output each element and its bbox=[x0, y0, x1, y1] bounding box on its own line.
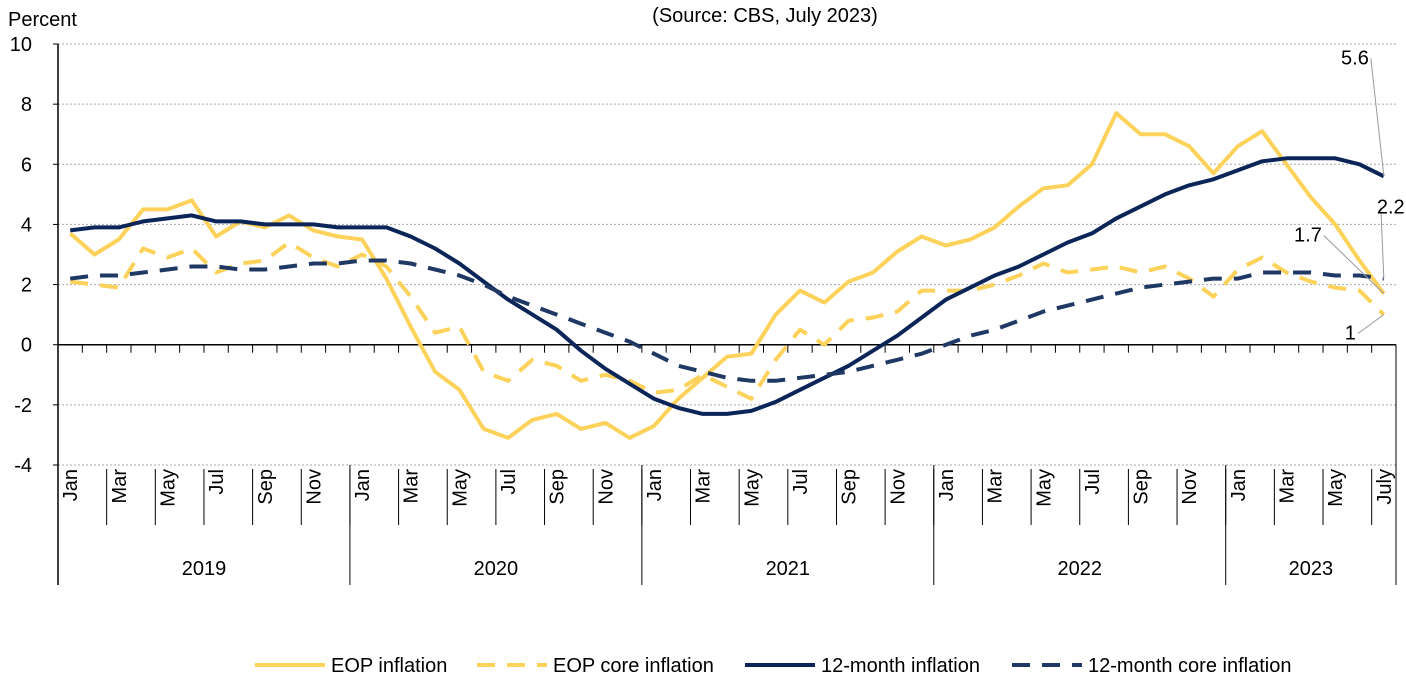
data-label: 5.6 bbox=[1341, 47, 1369, 69]
x-tick-label: Jul bbox=[790, 469, 812, 495]
x-tick-label: Nov bbox=[1179, 469, 1201, 505]
leader-line bbox=[1370, 58, 1385, 177]
x-tick-label: Jan bbox=[644, 469, 666, 501]
x-tick-label: May bbox=[1033, 469, 1055, 507]
y-tick-label: 0 bbox=[21, 335, 32, 357]
x-tick-label: Mar bbox=[401, 469, 423, 504]
y-tick-label: 6 bbox=[21, 154, 32, 176]
x-tick-label: Nov bbox=[887, 469, 909, 505]
legend-label: 12-month core inflation bbox=[1088, 655, 1291, 677]
x-tick-label: May bbox=[449, 469, 471, 507]
legend-label: EOP core inflation bbox=[553, 655, 714, 677]
series-line bbox=[69, 258, 1385, 383]
x-tick-label: Jan bbox=[352, 469, 374, 501]
data-label: 1.7 bbox=[1294, 225, 1322, 247]
y-axis-label: Percent bbox=[8, 9, 77, 31]
y-tick-label: -4 bbox=[14, 455, 32, 477]
data-label: 2.2 bbox=[1377, 197, 1405, 219]
leader-line bbox=[1380, 207, 1385, 279]
data-label: 1 bbox=[1345, 323, 1356, 345]
x-tick-label: May bbox=[1325, 469, 1347, 507]
x-tick-label: Jul bbox=[1082, 469, 1104, 495]
y-tick-label: 10 bbox=[10, 34, 32, 56]
leader-line bbox=[1323, 235, 1385, 294]
x-tick-label: Mar bbox=[109, 469, 131, 504]
series-line bbox=[69, 156, 1385, 416]
year-label: 2023 bbox=[1289, 558, 1334, 580]
series-line bbox=[68, 111, 1386, 440]
year-label: 2021 bbox=[766, 558, 811, 580]
year-label: 2022 bbox=[1057, 558, 1102, 580]
y-tick-label: -2 bbox=[14, 395, 32, 417]
x-tick-label: Mar bbox=[693, 469, 715, 504]
x-tick-label: Mar bbox=[985, 469, 1007, 504]
x-tick-label: May bbox=[157, 469, 179, 507]
x-tick-label: Sep bbox=[255, 469, 277, 505]
y-tick-label: 2 bbox=[21, 275, 32, 297]
year-label: 2019 bbox=[182, 558, 227, 580]
x-tick-label: Sep bbox=[547, 469, 569, 505]
leader-line bbox=[1357, 314, 1385, 335]
x-tick-label: Jan bbox=[1228, 469, 1250, 501]
year-label: 2020 bbox=[474, 558, 519, 580]
x-tick-label: May bbox=[741, 469, 763, 507]
x-tick-label: Nov bbox=[303, 469, 325, 505]
x-tick-label: Jan bbox=[936, 469, 958, 501]
x-tick-label: Jul bbox=[498, 469, 520, 495]
x-tick-label: Sep bbox=[839, 469, 861, 505]
y-tick-label: 8 bbox=[21, 94, 32, 116]
x-tick-label: Jul bbox=[206, 469, 228, 495]
x-tick-label: Sep bbox=[1131, 469, 1153, 505]
x-tick-label: Jan bbox=[60, 469, 82, 501]
series-line bbox=[69, 240, 1386, 401]
chart-title: (Source: CBS, July 2023) bbox=[652, 5, 878, 27]
x-tick-label: Nov bbox=[595, 469, 617, 505]
legend-label: 12-month inflation bbox=[821, 655, 980, 677]
legend-label: EOP inflation bbox=[331, 655, 447, 677]
y-tick-label: 4 bbox=[21, 214, 32, 236]
x-tick-label: Mar bbox=[1277, 469, 1299, 504]
x-tick-label: July bbox=[1374, 469, 1396, 505]
